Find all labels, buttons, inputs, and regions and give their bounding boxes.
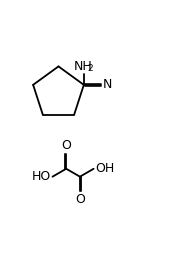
Text: O: O <box>61 139 71 152</box>
Text: OH: OH <box>95 162 114 175</box>
Text: 2: 2 <box>87 64 93 73</box>
Text: NH: NH <box>74 60 92 73</box>
Text: O: O <box>75 193 85 206</box>
Text: N: N <box>103 78 112 91</box>
Text: HO: HO <box>32 170 51 183</box>
